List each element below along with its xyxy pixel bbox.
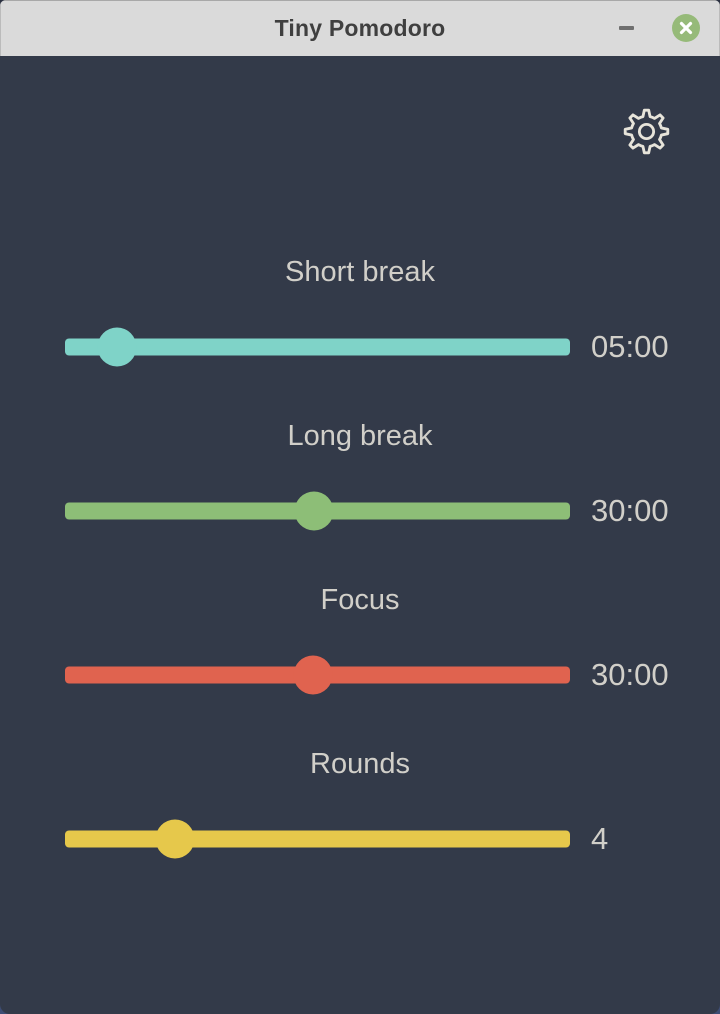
slider-track-bar[interactable] (65, 830, 570, 848)
slider-handle[interactable] (97, 327, 137, 367)
window-controls (618, 0, 700, 56)
slider-handle[interactable] (293, 655, 333, 695)
slider-track[interactable] (65, 327, 570, 367)
slider-row-long-break: Long break 30:00 (0, 419, 720, 531)
slider-track-bar[interactable] (65, 338, 570, 356)
slider-value: 05:00 (591, 329, 669, 364)
slider-track[interactable] (65, 491, 570, 531)
slider-label: Rounds (310, 748, 410, 780)
slider-track[interactable] (65, 655, 570, 695)
settings-button[interactable] (620, 105, 673, 158)
slider-row-focus: Focus 30:00 (0, 583, 720, 695)
gear-icon (623, 108, 670, 155)
slider-value: 30:00 (591, 493, 669, 528)
window-title: Tiny Pomodoro (274, 14, 446, 41)
slider-label: Focus (320, 584, 400, 616)
slider-label: Short break (285, 256, 435, 288)
slider-list: Short break 05:00 Long break 30:00 Focus (0, 255, 720, 859)
slider-row-short-break: Short break 05:00 (0, 255, 720, 367)
minimize-button[interactable] (618, 14, 634, 42)
close-icon (679, 21, 693, 35)
slider-handle[interactable] (155, 819, 195, 859)
main-content: Short break 05:00 Long break 30:00 Focus (0, 56, 720, 859)
slider-row-rounds: Rounds 4 (0, 747, 720, 859)
slider-handle[interactable] (294, 491, 334, 531)
close-button[interactable] (672, 14, 700, 42)
titlebar: Tiny Pomodoro (0, 0, 720, 56)
slider-value: 4 (591, 821, 609, 856)
slider-value: 30:00 (591, 657, 669, 692)
slider-label: Long break (287, 420, 433, 452)
slider-track[interactable] (65, 819, 570, 859)
minimize-icon (618, 26, 634, 30)
